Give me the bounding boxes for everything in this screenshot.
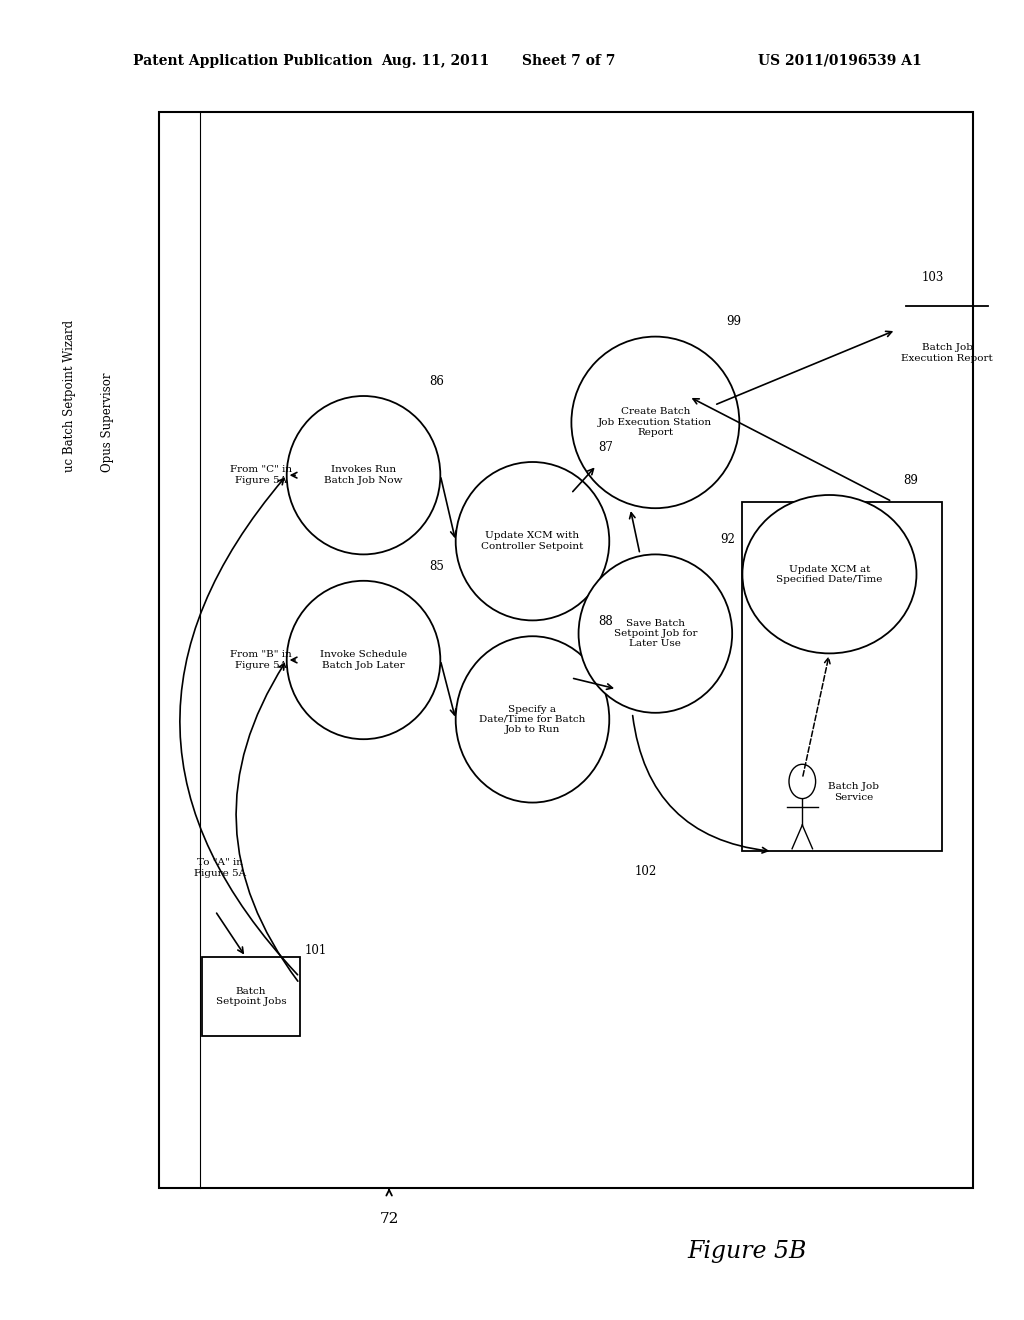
Ellipse shape xyxy=(287,581,440,739)
Ellipse shape xyxy=(456,462,609,620)
Text: US 2011/0196539 A1: US 2011/0196539 A1 xyxy=(758,54,922,67)
Text: To "A" in
Figure 5A: To "A" in Figure 5A xyxy=(195,858,246,878)
Ellipse shape xyxy=(742,495,916,653)
Text: Create Batch
Job Execution Station
Report: Create Batch Job Execution Station Repor… xyxy=(598,408,713,437)
Text: 89: 89 xyxy=(903,474,919,487)
Ellipse shape xyxy=(571,337,739,508)
Text: 101: 101 xyxy=(305,944,327,957)
Text: From "C" in
Figure 5A: From "C" in Figure 5A xyxy=(230,466,292,484)
FancyBboxPatch shape xyxy=(203,957,299,1036)
Ellipse shape xyxy=(579,554,732,713)
Text: Opus Supervisor: Opus Supervisor xyxy=(101,372,114,473)
Text: 99: 99 xyxy=(727,315,741,327)
Text: Batch
Setpoint Jobs: Batch Setpoint Jobs xyxy=(216,987,286,1006)
Text: 92: 92 xyxy=(721,533,735,546)
Text: Update XCM at
Specified Date/Time: Update XCM at Specified Date/Time xyxy=(776,565,883,583)
Text: Invokes Run
Batch Job Now: Invokes Run Batch Job Now xyxy=(325,466,402,484)
Ellipse shape xyxy=(456,636,609,803)
Text: 86: 86 xyxy=(429,375,443,388)
Text: 87: 87 xyxy=(598,441,612,454)
Text: Figure 5B: Figure 5B xyxy=(688,1239,807,1263)
Text: 88: 88 xyxy=(598,615,612,628)
Text: Update XCM with
Controller Setpoint: Update XCM with Controller Setpoint xyxy=(481,532,584,550)
Ellipse shape xyxy=(287,396,440,554)
Text: Patent Application Publication: Patent Application Publication xyxy=(133,54,373,67)
Text: Batch Job
Execution Report: Batch Job Execution Report xyxy=(901,343,993,363)
Text: Aug. 11, 2011: Aug. 11, 2011 xyxy=(381,54,489,67)
Text: Save Batch
Setpoint Job for
Later Use: Save Batch Setpoint Job for Later Use xyxy=(613,619,697,648)
Text: Specify a
Date/Time for Batch
Job to Run: Specify a Date/Time for Batch Job to Run xyxy=(479,705,586,734)
FancyBboxPatch shape xyxy=(159,112,973,1188)
Text: Batch Job
Service: Batch Job Service xyxy=(827,783,879,801)
Text: Invoke Schedule
Batch Job Later: Invoke Schedule Batch Job Later xyxy=(319,651,408,669)
Text: 85: 85 xyxy=(429,560,443,573)
Text: Sheet 7 of 7: Sheet 7 of 7 xyxy=(521,54,615,67)
Text: 102: 102 xyxy=(635,865,657,878)
Text: From "B" in
Figure 5A: From "B" in Figure 5A xyxy=(230,651,292,669)
Text: 72: 72 xyxy=(380,1212,398,1226)
Text: uc Batch Setpoint Wizard: uc Batch Setpoint Wizard xyxy=(63,319,76,473)
FancyBboxPatch shape xyxy=(742,502,942,851)
Text: 103: 103 xyxy=(922,271,944,284)
